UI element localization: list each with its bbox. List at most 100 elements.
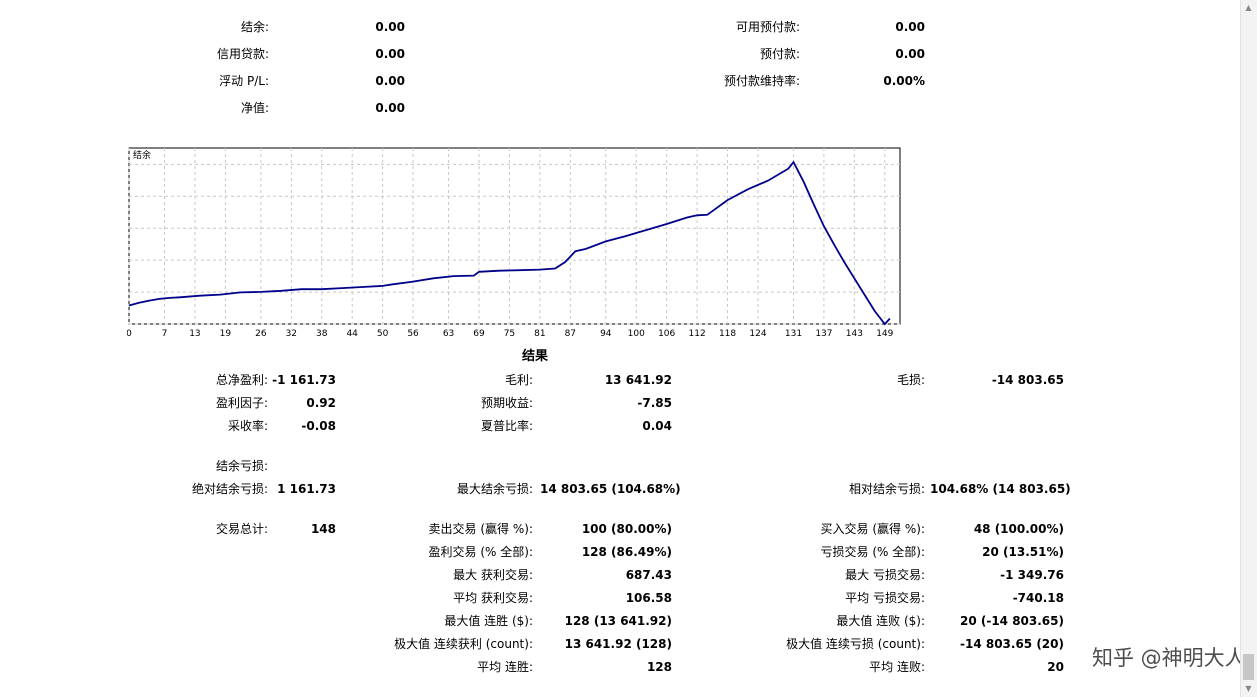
x-tick-label: 106 <box>658 329 675 339</box>
long-trades-label: 买入交易 (赢得 %): <box>820 522 925 536</box>
balance-value: 0.00 <box>375 20 405 34</box>
margin-value: 0.00 <box>895 47 925 61</box>
sharpe-ratio-label: 夏普比率: <box>480 419 533 433</box>
max-cons-losses-value: 20 (-14 803.65) <box>959 614 1064 628</box>
profit-trades-label: 盈利交易 (% 全部): <box>428 545 533 559</box>
loss-trades-label: 亏损交易 (% 全部): <box>820 545 925 559</box>
max-cons-profit-label: 极大值 连续获利 (count): <box>394 637 533 651</box>
x-tick-label: 63 <box>443 329 454 339</box>
credit-value: 0.00 <box>375 47 405 61</box>
largest-profit-value: 687.43 <box>625 568 672 582</box>
largest-loss-value: -1 349.76 <box>1000 568 1064 582</box>
x-tick-label: 13 <box>189 329 200 339</box>
credit-label: 信用贷款: <box>216 47 269 61</box>
largest-profit-label: 最大 获利交易: <box>453 568 533 582</box>
results-title: 结果 <box>521 349 548 364</box>
x-tick-label: 69 <box>473 329 485 339</box>
balance-label: 结余: <box>240 20 269 34</box>
profit-factor-value: 0.92 <box>306 396 336 410</box>
x-tick-label: 38 <box>316 329 328 339</box>
x-tick-label: 44 <box>346 329 358 339</box>
x-tick-label: 100 <box>628 329 645 339</box>
profit-factor-label: 盈利因子: <box>215 396 268 410</box>
vertical-scrollbar[interactable] <box>1240 0 1257 697</box>
x-tick-label: 26 <box>255 329 267 339</box>
avg-loss-value: -740.18 <box>1012 591 1064 605</box>
rel-drawdown-label: 相对结余亏损: <box>848 482 925 496</box>
recovery-factor-value: -0.08 <box>301 419 336 433</box>
sharpe-ratio-value: 0.04 <box>642 419 672 433</box>
total-trades-value: 148 <box>310 522 336 536</box>
x-tick-label: 131 <box>785 329 802 339</box>
avg-cons-losses-value: 20 <box>1047 660 1064 674</box>
largest-loss-label: 最大 亏损交易: <box>845 568 925 582</box>
avg-cons-wins-value: 128 <box>646 660 672 674</box>
max-cons-profit-value: 13 641.92 (128) <box>564 637 672 651</box>
profit-trades-value: 128 (86.49%) <box>581 545 672 559</box>
net-profit-value: -1 161.73 <box>272 373 336 387</box>
x-tick-label: 94 <box>600 329 612 339</box>
x-tick-label: 32 <box>286 329 297 339</box>
equity-value: 0.00 <box>375 101 405 115</box>
x-tick-label: 112 <box>689 329 706 339</box>
total-trades-label: 交易总计: <box>215 522 268 536</box>
expected-payoff-label: 预期收益: <box>480 396 533 410</box>
avg-profit-value: 106.58 <box>625 591 672 605</box>
avg-cons-wins-label: 平均 连胜: <box>477 660 533 674</box>
x-tick-label: 19 <box>220 329 232 339</box>
margin-label: 预付款: <box>759 47 800 61</box>
gross-profit-label: 毛利: <box>504 373 533 387</box>
balance-series-line <box>128 160 891 326</box>
scroll-down-icon[interactable]: ▼ <box>1245 684 1252 693</box>
max-drawdown-value: 14 803.65 (104.68%) <box>540 482 681 496</box>
max-cons-wins-label: 最大值 连胜 ($): <box>444 614 533 628</box>
max-cons-loss-value: -14 803.65 (20) <box>959 637 1064 651</box>
floating-pl-value: 0.00 <box>375 74 405 88</box>
abs-drawdown-value: 1 161.73 <box>277 482 336 496</box>
max-cons-wins-value: 128 (13 641.92) <box>564 614 672 628</box>
scrollbar-thumb[interactable] <box>1243 654 1254 680</box>
x-tick-label: 50 <box>377 329 389 339</box>
net-profit-label: 总净盈利: <box>215 373 268 387</box>
recovery-factor-label: 采收率: <box>227 419 268 433</box>
x-tick-label: 124 <box>749 329 766 339</box>
max-cons-loss-label: 极大值 连续亏损 (count): <box>786 637 925 651</box>
balance-chart-svg: 结余1399411054811451732233-707071319263238… <box>127 147 901 339</box>
balance-drawdown-label: 结余亏损: <box>215 459 268 473</box>
scroll-up-icon[interactable]: ▲ <box>1245 3 1252 12</box>
avg-profit-label: 平均 获利交易: <box>453 591 533 605</box>
floating-pl-label: 浮动 P/L: <box>219 74 269 88</box>
balance-chart: 结余1399411054811451732233-707071319263238… <box>127 146 905 342</box>
x-tick-label: 0 <box>127 329 132 339</box>
watermark: 知乎 @神明大人 <box>1092 646 1246 670</box>
avg-cons-losses-label: 平均 连败: <box>869 660 925 674</box>
loss-trades-value: 20 (13.51%) <box>982 545 1064 559</box>
x-tick-label: 149 <box>876 329 893 339</box>
chart-plot-area <box>128 147 901 325</box>
free-margin-label: 可用预付款: <box>735 20 800 34</box>
margin-level-label: 预付款维持率: <box>723 74 800 88</box>
x-tick-label: 81 <box>534 329 545 339</box>
rel-drawdown-value: 104.68% (14 803.65) <box>930 482 1071 496</box>
equity-label: 净值: <box>240 101 269 115</box>
gross-loss-value: -14 803.65 <box>991 373 1064 387</box>
chart-title: 结余 <box>133 149 151 161</box>
margin-level-value: 0.00% <box>883 74 925 88</box>
gross-loss-label: 毛损: <box>896 373 925 387</box>
free-margin-value: 0.00 <box>895 20 925 34</box>
max-drawdown-label: 最大结余亏损: <box>456 482 533 496</box>
expected-payoff-value: -7.85 <box>637 396 672 410</box>
abs-drawdown-label: 绝对结余亏损: <box>191 482 268 496</box>
x-tick-label: 87 <box>565 329 576 339</box>
avg-loss-label: 平均 亏损交易: <box>845 591 925 605</box>
x-tick-label: 75 <box>504 329 515 339</box>
x-tick-label: 137 <box>815 329 832 339</box>
x-tick-label: 143 <box>846 329 863 339</box>
gross-profit-value: 13 641.92 <box>604 373 672 387</box>
long-trades-value: 48 (100.00%) <box>973 522 1064 536</box>
short-trades-label: 卖出交易 (赢得 %): <box>428 522 533 536</box>
x-tick-label: 7 <box>162 329 168 339</box>
x-tick-label: 118 <box>719 329 736 339</box>
short-trades-value: 100 (80.00%) <box>581 522 672 536</box>
max-cons-losses-label: 最大值 连败 ($): <box>836 614 925 628</box>
